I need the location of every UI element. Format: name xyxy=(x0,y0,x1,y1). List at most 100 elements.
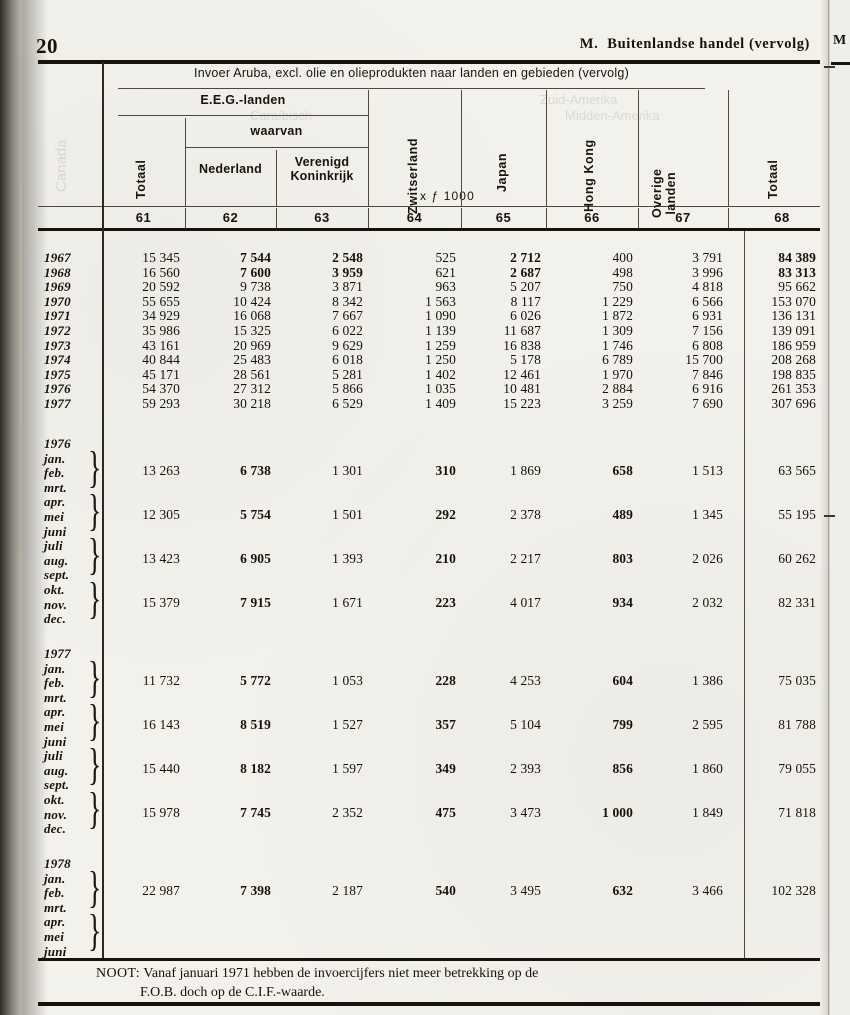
table-cell: 139 091 xyxy=(771,323,816,338)
colnum-divider xyxy=(728,208,729,228)
table-cell: 16 560 xyxy=(142,264,180,280)
table-cell: 186 959 xyxy=(771,337,816,353)
table-cell: 22 987 xyxy=(142,883,180,899)
adjacent-page-letter: M xyxy=(833,33,847,48)
table-cell: 15 223 xyxy=(503,396,541,411)
table-cell: 1 393 xyxy=(332,550,363,566)
table-cell: 540 xyxy=(435,883,456,899)
table-cell: 2 032 xyxy=(692,594,723,610)
row-label: 1973 xyxy=(44,337,71,353)
adjacent-page-shadow xyxy=(820,0,830,1015)
table-cell: 1 869 xyxy=(510,463,541,479)
table-cell: 498 xyxy=(612,264,633,280)
table-cell: 6 916 xyxy=(692,381,723,397)
row-label: mrt. xyxy=(44,899,67,915)
table-cell: 30 218 xyxy=(233,396,271,411)
row-label: 1976 xyxy=(44,381,71,397)
row-label: juni xyxy=(44,523,67,539)
table-cell: 13 263 xyxy=(142,463,180,479)
row-label: juli xyxy=(44,538,63,554)
colnum-66: 66 xyxy=(584,210,600,225)
table-cell: 799 xyxy=(612,717,633,732)
row-label: mei xyxy=(44,509,65,524)
table-cell: 6 789 xyxy=(602,352,633,368)
table-cell: 40 844 xyxy=(142,352,180,368)
row-label: nov. xyxy=(44,806,68,822)
row-label: dec. xyxy=(44,821,67,837)
table-cell: 16 143 xyxy=(142,717,180,732)
table-cell: 59 293 xyxy=(142,396,180,411)
table-cell: 136 131 xyxy=(771,308,816,324)
colnum-63: 63 xyxy=(314,210,330,225)
table-cell: 15 345 xyxy=(142,250,180,265)
quarter-brace: } xyxy=(88,695,102,746)
table-cell: 228 xyxy=(435,673,456,689)
table-cell: 621 xyxy=(435,264,456,280)
colnum-62: 62 xyxy=(222,210,239,225)
table-cell: 2 026 xyxy=(692,550,723,566)
colnum-65: 65 xyxy=(495,210,512,225)
adjacent-page xyxy=(828,0,850,1015)
quarter-brace: } xyxy=(88,485,102,536)
table-cell: 60 262 xyxy=(778,550,816,566)
table-cell: 84 389 xyxy=(778,250,816,265)
table-cell: 7 156 xyxy=(692,323,723,338)
col-rule-body-68 xyxy=(744,231,745,958)
table-cell: 6 808 xyxy=(692,337,723,353)
table-cell: 1 501 xyxy=(332,507,363,522)
table-cell: 1 035 xyxy=(425,381,456,397)
table-cell: 7 915 xyxy=(240,594,271,610)
table-cell: 2 687 xyxy=(510,264,541,280)
table-cell: 632 xyxy=(612,883,633,899)
table-cell: 208 268 xyxy=(771,352,816,368)
table-cell: 292 xyxy=(435,507,456,522)
table-cell: 198 835 xyxy=(771,366,816,382)
colnum-divider xyxy=(276,208,277,228)
table-cell: 5 866 xyxy=(332,381,363,397)
table-cell: 5 281 xyxy=(332,366,363,382)
table-cell: 525 xyxy=(435,250,456,265)
table-cell: 6 022 xyxy=(332,323,363,338)
table-cell: 71 818 xyxy=(778,804,816,820)
table-cell: 2 595 xyxy=(692,717,723,732)
row-label: 1977 xyxy=(44,396,71,411)
table-cell: 7 544 xyxy=(240,250,271,265)
col-rule-62-63 xyxy=(276,150,277,206)
row-label: jan. xyxy=(44,660,66,676)
colnum-61: 61 xyxy=(135,210,152,225)
quarter-brace: } xyxy=(88,529,102,580)
table-cell: 3 495 xyxy=(510,883,541,899)
row-label: mrt. xyxy=(44,689,67,705)
adjacent-page-rule xyxy=(831,62,850,65)
table-cell: 9 738 xyxy=(240,279,271,295)
row-label: apr. xyxy=(44,704,66,720)
table-cell: 63 565 xyxy=(778,463,816,479)
table-cell: 15 379 xyxy=(142,594,180,610)
table-cell: 1 409 xyxy=(425,396,456,411)
row-label: nov. xyxy=(44,596,68,612)
colnum-64: 64 xyxy=(406,210,423,225)
table-cell: 4 017 xyxy=(510,594,541,610)
table-cell: 1 513 xyxy=(692,463,723,479)
table-cell: 1 259 xyxy=(425,337,456,353)
table-cell: 2 884 xyxy=(602,381,633,397)
row-label: mei xyxy=(44,719,65,734)
table-top-rule xyxy=(38,60,820,64)
row-label: juni xyxy=(44,733,67,749)
row-label: 1977 xyxy=(44,646,71,661)
table-cell: 6 931 xyxy=(692,308,723,324)
table-cell: 210 xyxy=(435,550,456,566)
table-cell: 963 xyxy=(435,279,456,295)
table-cell: 75 035 xyxy=(778,673,816,689)
table-cell: 934 xyxy=(612,594,633,610)
table-banner-title: Invoer Aruba, excl. olie en olieprodukte… xyxy=(194,66,629,80)
note-top-rule xyxy=(38,958,820,961)
table-cell: 6 905 xyxy=(240,550,271,566)
table-cell: 4 818 xyxy=(692,279,723,295)
header-overige-line2: landen xyxy=(664,171,678,215)
table-cell: 8 519 xyxy=(240,717,271,732)
table-cell: 3 996 xyxy=(692,264,723,280)
eeg-group-title: E.E.G.-landen xyxy=(200,93,286,107)
row-label: sept. xyxy=(44,567,70,583)
table-cell: 6 026 xyxy=(510,308,541,324)
